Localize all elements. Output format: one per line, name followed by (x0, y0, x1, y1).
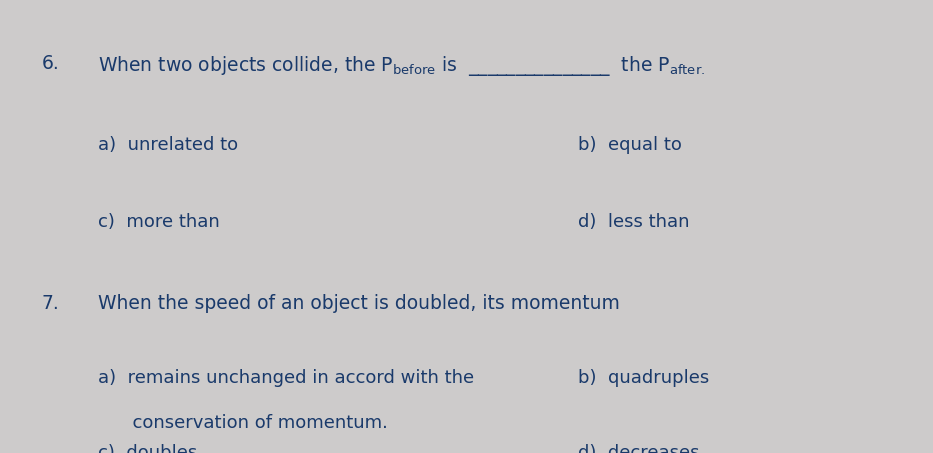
Text: b)  quadruples: b) quadruples (578, 369, 710, 387)
Text: conservation of momentum.: conservation of momentum. (98, 414, 388, 433)
Text: c)  doubles: c) doubles (98, 444, 197, 453)
Text: d)  decreases: d) decreases (578, 444, 700, 453)
Text: a)  remains unchanged in accord with the: a) remains unchanged in accord with the (98, 369, 474, 387)
Text: When two objects collide, the P$_{\mathregular{before}}$ is  _______________  th: When two objects collide, the P$_{\mathr… (98, 54, 705, 78)
Text: 6.: 6. (42, 54, 60, 73)
Text: b)  equal to: b) equal to (578, 136, 682, 154)
Text: c)  more than: c) more than (98, 213, 219, 231)
Text: d)  less than: d) less than (578, 213, 690, 231)
Text: 7.: 7. (42, 294, 60, 313)
Text: When the speed of an object is doubled, its momentum: When the speed of an object is doubled, … (98, 294, 620, 313)
Text: a)  unrelated to: a) unrelated to (98, 136, 238, 154)
